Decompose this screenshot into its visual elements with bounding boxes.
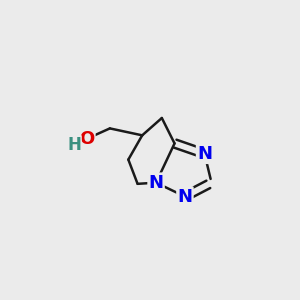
Text: N: N [177,188,192,206]
Text: O: O [79,130,94,148]
Text: N: N [197,145,212,163]
Text: N: N [148,174,164,192]
Text: H: H [67,136,81,154]
